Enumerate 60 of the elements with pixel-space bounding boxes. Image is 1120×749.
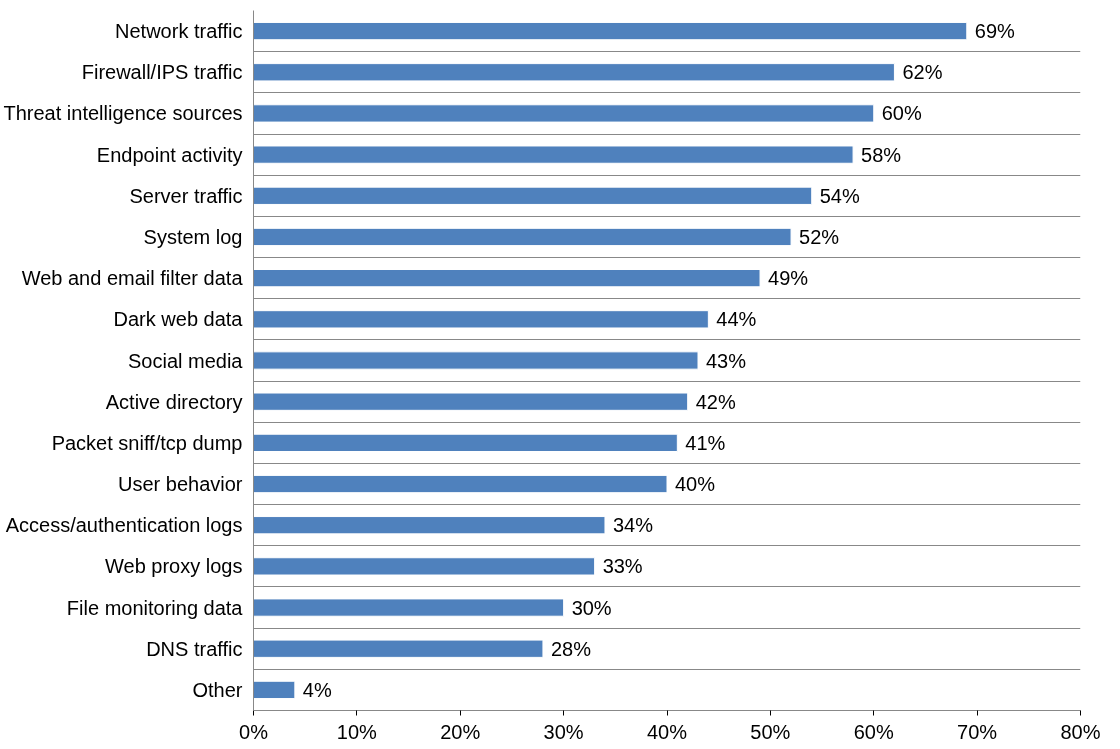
y-tick-label: Endpoint activity <box>96 143 243 166</box>
data-label: 62% <box>902 61 943 84</box>
x-tick-label: 0% <box>239 720 269 743</box>
bar <box>253 351 699 370</box>
y-tick-label: Social media <box>128 349 244 372</box>
bar <box>253 186 813 205</box>
data-label: 28% <box>550 637 592 660</box>
data-label: 44% <box>716 308 757 331</box>
y-tick-label: Other <box>192 678 243 701</box>
data-label: 69% <box>974 20 1016 43</box>
data-label: 52% <box>799 225 840 248</box>
bar <box>253 680 296 700</box>
y-tick-label: Network traffic <box>115 20 243 43</box>
y-tick-label: Web proxy logs <box>105 555 243 578</box>
x-tick-label: 60% <box>853 720 894 743</box>
data-label: 58% <box>861 143 902 166</box>
y-tick-label: DNS traffic <box>146 637 243 660</box>
data-label: 30% <box>571 596 612 619</box>
x-tick-label: 20% <box>440 720 481 743</box>
x-tick-label: 30% <box>543 720 584 743</box>
y-tick-label: System log <box>143 225 243 248</box>
x-tick-label: 80% <box>1060 720 1101 743</box>
bar <box>253 310 709 329</box>
bar <box>253 21 968 41</box>
bar <box>253 104 875 123</box>
data-label: 34% <box>612 514 654 537</box>
y-tick-label: Packet sniff/tcp dump <box>51 431 243 454</box>
bar <box>253 474 668 494</box>
data-label: 40% <box>675 473 716 496</box>
data-label: 33% <box>602 555 643 578</box>
data-label: 60% <box>881 102 922 125</box>
y-tick-label: Access/authentication logs <box>5 514 243 537</box>
bar <box>253 598 565 617</box>
bar <box>253 433 678 452</box>
bar <box>253 145 854 164</box>
y-tick-label: Web and email filter data <box>21 267 244 290</box>
bar <box>253 269 761 288</box>
data-label: 41% <box>685 431 726 454</box>
bar <box>253 392 689 411</box>
x-tick-label: 40% <box>646 720 688 743</box>
y-tick-label: Threat intelligence sources <box>3 102 243 125</box>
y-tick-label: Firewall/IPS traffic <box>81 61 243 84</box>
y-tick-label: File monitoring data <box>66 596 244 619</box>
y-tick-label: User behavior <box>118 473 243 496</box>
bar <box>253 227 792 247</box>
x-tick-label: 70% <box>957 720 998 743</box>
y-tick-label: Dark web data <box>113 308 244 331</box>
bar <box>253 63 895 82</box>
data-label: 43% <box>706 349 747 372</box>
bar <box>253 516 606 535</box>
y-tick-label: Active directory <box>105 390 243 413</box>
y-tick-label: Server traffic <box>129 184 243 207</box>
bar <box>253 557 596 576</box>
data-label: 42% <box>695 390 736 413</box>
x-tick-label: 50% <box>750 720 791 743</box>
data-label: 4% <box>302 678 332 701</box>
data-label: 49% <box>768 267 809 290</box>
data-label: 54% <box>819 184 860 207</box>
x-tick-label: 10% <box>336 720 378 743</box>
bar <box>253 639 544 658</box>
